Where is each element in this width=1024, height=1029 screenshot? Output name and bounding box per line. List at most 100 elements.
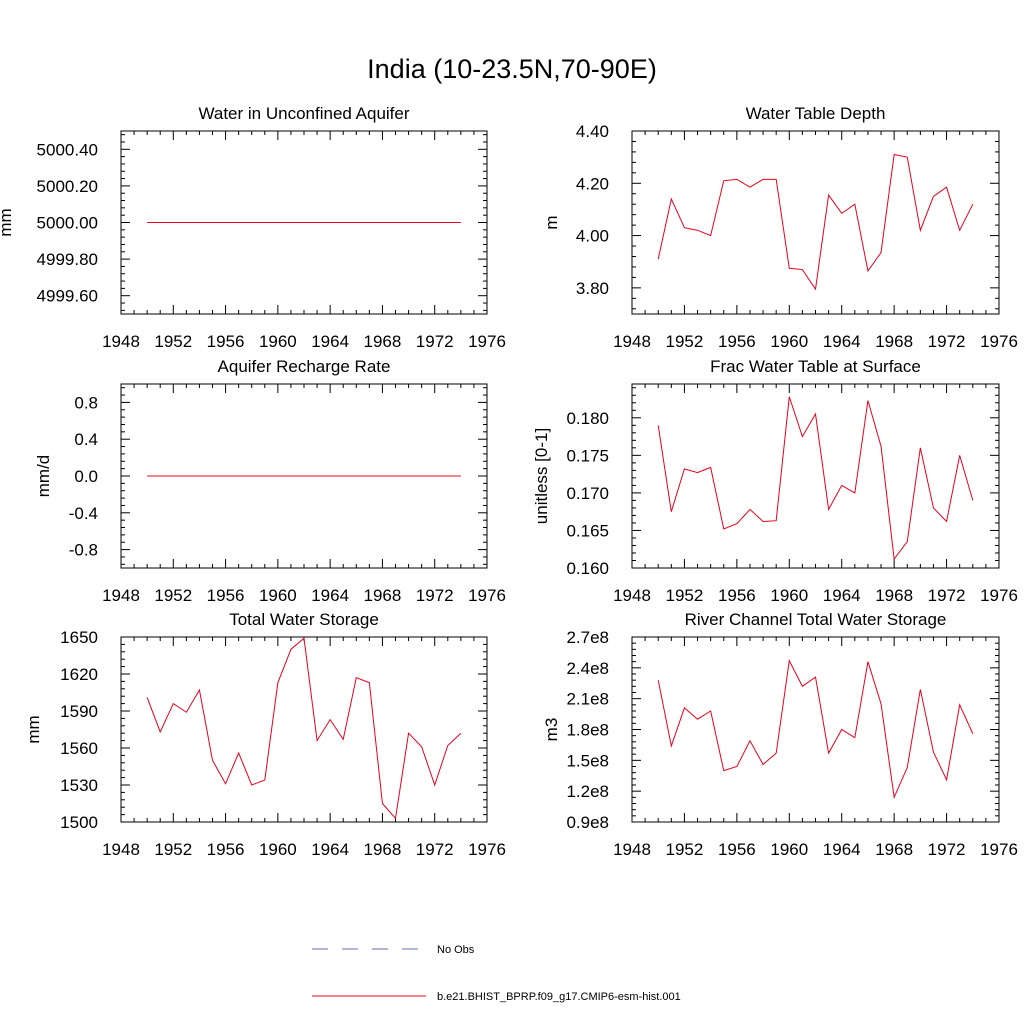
y-tick-label: 1.8e8: [566, 721, 609, 740]
panel-1: Water in Unconfined Aquifer mm 1948 1952 195…: [0, 104, 506, 351]
y-axis-label: mm: [24, 715, 43, 743]
y-tick-label: 0.165: [566, 521, 609, 540]
figure-title: India (10-23.5N,70-90E): [367, 54, 657, 84]
x-tick-label: 1960: [770, 840, 808, 859]
x-tick-label: 1952: [154, 586, 192, 605]
y-tick-label: -0.4: [69, 504, 98, 523]
series-line: [146, 637, 462, 820]
x-tick-label: 1948: [102, 586, 140, 605]
x-tick-label: 1964: [311, 840, 349, 859]
plot-frame: [120, 636, 488, 823]
y-tick-label: 1590: [60, 702, 98, 721]
plot-frame: [631, 383, 1000, 569]
panel-title: Water in Unconfined Aquifer: [198, 104, 409, 123]
x-tick-label: 1968: [875, 586, 913, 605]
y-tick-label: 2.4e8: [566, 659, 609, 678]
x-tick-label: 1964: [823, 332, 861, 351]
x-tick-label: 1956: [207, 332, 245, 351]
x-tick-label: 1972: [928, 586, 966, 605]
x-tick-label: 1952: [154, 332, 192, 351]
legend-label: b.e21.BHIST_BPRP.f09_g17.CMIP6-esm-hist.…: [437, 991, 681, 1003]
y-tick-label: 4999.80: [37, 250, 98, 269]
y-tick-label: 3.80: [576, 279, 609, 298]
series-line: [657, 396, 974, 561]
y-tick-label: 1650: [60, 628, 98, 647]
x-tick-label: 1956: [718, 586, 756, 605]
y-axis-label: m3: [542, 718, 561, 742]
x-tick-label: 1952: [666, 586, 704, 605]
panel-title: Water Table Depth: [746, 104, 886, 123]
y-tick-label: 4.20: [576, 174, 609, 193]
x-tick-label: 1956: [718, 840, 756, 859]
plot-frame: [631, 636, 1000, 823]
x-tick-label: 1976: [468, 586, 506, 605]
x-tick-label: 1948: [102, 332, 140, 351]
y-tick-label: 1.5e8: [566, 751, 609, 770]
y-tick-label: 0.8: [74, 393, 98, 412]
panel-5: Total Water Storage mm 1948 1952 1956 1960 196…: [24, 610, 506, 859]
x-tick-label: 1968: [364, 586, 402, 605]
x-tick-label: 1972: [416, 586, 454, 605]
y-tick-label: 1560: [60, 739, 98, 758]
panel-title: Total Water Storage: [229, 610, 379, 629]
x-tick-label: 1952: [666, 332, 704, 351]
y-axis-label: unitless [0-1]: [532, 428, 551, 524]
series-line: [657, 153, 974, 291]
x-tick-label: 1968: [364, 332, 402, 351]
y-tick-label: 0.180: [566, 409, 609, 428]
x-tick-label: 1976: [468, 840, 506, 859]
y-tick-label: 0.4: [74, 430, 98, 449]
y-tick-label: 2.7e8: [566, 628, 609, 647]
y-tick-label: -0.8: [69, 541, 98, 560]
x-tick-label: 1960: [259, 840, 297, 859]
y-axis-label: mm: [0, 208, 15, 236]
x-tick-label: 1948: [613, 586, 651, 605]
x-tick-label: 1972: [928, 840, 966, 859]
x-tick-label: 1972: [928, 332, 966, 351]
y-tick-label: 5000.20: [37, 177, 98, 196]
x-tick-label: 1972: [416, 840, 454, 859]
x-tick-label: 1972: [416, 332, 454, 351]
legend: No Obs b.e21.BHIST_BPRP.f09_g17.CMIP6-esm…: [312, 944, 681, 1003]
y-tick-label: 4.00: [576, 227, 609, 246]
x-tick-label: 1976: [980, 332, 1018, 351]
x-tick-label: 1960: [770, 332, 808, 351]
x-tick-label: 1948: [613, 840, 651, 859]
x-tick-label: 1976: [980, 586, 1018, 605]
panel-title: River Channel Total Water Storage: [685, 610, 947, 629]
x-tick-label: 1956: [207, 586, 245, 605]
y-tick-label: 1.2e8: [566, 782, 609, 801]
y-tick-label: 5000.40: [37, 140, 98, 159]
x-tick-label: 1976: [980, 840, 1018, 859]
y-tick-label: 1500: [60, 813, 98, 832]
y-tick-label: 0.170: [566, 484, 609, 503]
y-tick-label: 1530: [60, 776, 98, 795]
x-tick-label: 1976: [468, 332, 506, 351]
x-tick-label: 1952: [154, 840, 192, 859]
panel-2: Water Table Depth m 1948 1952 1956 1960 1964 19…: [542, 104, 1018, 351]
x-tick-label: 1960: [770, 586, 808, 605]
panel-4: Frac Water Table at Surface unitless [0-1…: [532, 357, 1018, 605]
x-tick-label: 1968: [875, 332, 913, 351]
legend-label: No Obs: [437, 944, 475, 956]
x-tick-label: 1956: [207, 840, 245, 859]
x-tick-label: 1964: [823, 840, 861, 859]
panel-title: Aquifer Recharge Rate: [218, 357, 391, 376]
x-tick-label: 1952: [666, 840, 704, 859]
x-tick-label: 1968: [364, 840, 402, 859]
x-tick-label: 1964: [311, 586, 349, 605]
y-tick-label: 4.40: [576, 122, 609, 141]
x-tick-label: 1960: [259, 586, 297, 605]
panel-6: River Channel Total Water Storage m3 1948 1…: [542, 610, 1018, 859]
y-tick-label: 1620: [60, 665, 98, 684]
y-tick-label: 0.160: [566, 559, 609, 578]
y-tick-label: 5000.00: [37, 214, 98, 233]
x-tick-label: 1956: [718, 332, 756, 351]
panel-title: Frac Water Table at Surface: [710, 357, 921, 376]
x-tick-label: 1964: [823, 586, 861, 605]
x-tick-label: 1964: [311, 332, 349, 351]
y-axis-label: m: [542, 215, 561, 229]
y-tick-label: 0.9e8: [566, 813, 609, 832]
